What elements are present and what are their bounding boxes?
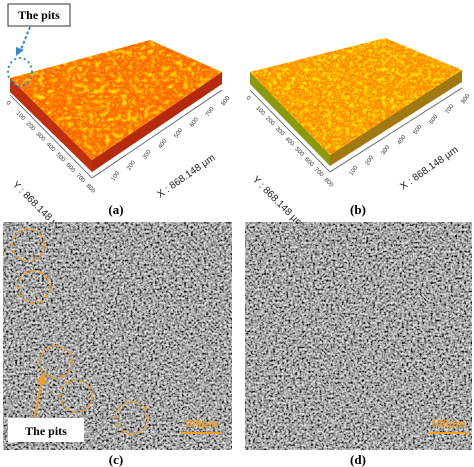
x-tick-label: 200 <box>365 154 376 166</box>
x-tick-label: 800 <box>461 93 472 105</box>
arrowhead <box>16 47 24 56</box>
x-tick-label: 500 <box>173 127 184 139</box>
panel-d: 100µm (d) <box>245 222 472 467</box>
y-tick-label: 400 <box>45 142 57 154</box>
x-tick-label: 200 <box>126 159 137 171</box>
annotation-box <box>8 418 84 442</box>
sem-image <box>245 222 472 450</box>
x-axis-line <box>329 87 463 173</box>
y-tick-label: 400 <box>284 136 296 148</box>
surface-side <box>330 70 462 166</box>
pit-marker <box>17 270 51 304</box>
x-axis-label: X : 868.148 µm <box>398 144 460 192</box>
y-tick-label: 700 <box>313 167 325 179</box>
y-tick-label: 700 <box>75 173 87 185</box>
y-axis-line <box>249 89 331 173</box>
y-tick-label: 500 <box>293 146 305 158</box>
annotation: The pits <box>25 424 67 438</box>
pit-markers <box>11 228 149 435</box>
y-tick-label: 0 <box>245 95 252 102</box>
y-tick-label: 600 <box>65 162 77 174</box>
y-tick-label: 500 <box>55 152 67 164</box>
x-tick-label: 600 <box>189 116 200 128</box>
y-tick-label: 200 <box>264 116 276 128</box>
x-tick-label: 700 <box>445 103 456 115</box>
pit-marker <box>115 401 149 435</box>
x-tick-label: 800 <box>221 95 232 107</box>
y-axis-line <box>9 94 93 179</box>
y-tick-label: 800 <box>323 177 335 189</box>
scale-bar-label: 100µm <box>431 416 466 430</box>
annotation-box <box>7 3 71 27</box>
panel-label: (c) <box>109 452 123 467</box>
surface-side <box>10 78 92 172</box>
y-tick-label: 0 <box>5 100 12 107</box>
x-tick-label: 600 <box>429 113 440 125</box>
x-tick-label: 300 <box>142 149 153 161</box>
arrow <box>33 379 43 421</box>
y-tick-label: 800 <box>85 183 97 195</box>
x-tick-label: 500 <box>413 124 424 136</box>
pit-marker <box>59 379 93 413</box>
x-axis-label: X : 868.148 µm <box>155 152 217 200</box>
pit-marker <box>7 57 33 87</box>
scale-bar-label: 100µm <box>184 416 219 430</box>
y-axis-label: Y : 868.148 µm <box>250 174 306 230</box>
surface-side <box>92 72 222 172</box>
y-tick-label: 300 <box>274 126 286 138</box>
y-tick-label: 100 <box>254 105 266 117</box>
x-axis-line <box>91 89 223 179</box>
x-tick-label: 300 <box>381 144 392 156</box>
panel-label: (d) <box>350 452 366 467</box>
x-tick-label: 700 <box>205 106 216 118</box>
x-tick-label: 100 <box>110 170 121 182</box>
annotation: The pits <box>18 8 60 22</box>
arrow <box>19 26 31 53</box>
pit-marker <box>11 228 45 262</box>
y-tick-label: 200 <box>25 121 37 133</box>
panel-label: (b) <box>350 202 366 217</box>
arrowhead <box>37 372 46 384</box>
x-tick-label: 100 <box>349 165 360 177</box>
surface-side <box>250 72 330 166</box>
panel-c: The pits 100µm (c) <box>3 222 232 467</box>
pit-marker <box>39 345 73 379</box>
panel-label: (a) <box>108 202 123 217</box>
x-tick-label: 400 <box>158 138 169 150</box>
y-tick-label: 100 <box>15 111 27 123</box>
y-tick-label: 300 <box>35 131 47 143</box>
y-tick-label: 600 <box>303 157 315 169</box>
x-tick-label: 400 <box>397 134 408 146</box>
